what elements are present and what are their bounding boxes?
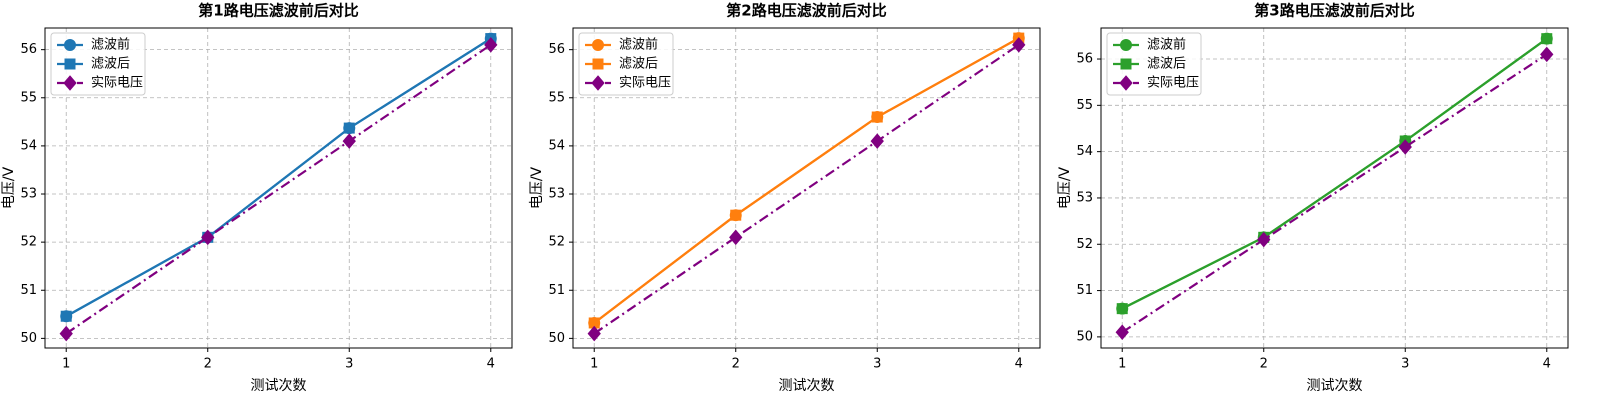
y-tick-label: 51 (548, 283, 565, 298)
x-tick-label: 3 (345, 357, 353, 372)
marker (729, 229, 743, 246)
y-tick-label: 53 (1076, 190, 1093, 205)
marker (870, 133, 884, 149)
plot-frame (44, 27, 513, 349)
y-axis-label: 电压/V (1, 166, 17, 209)
marker (871, 111, 883, 123)
legend-marker (64, 58, 76, 70)
marker (1116, 303, 1128, 315)
legend-label: 滤波前 (91, 37, 130, 53)
legend-marker (591, 75, 605, 91)
legend-label: 实际电压 (1147, 76, 1199, 91)
x-tick-label: 1 (1118, 357, 1126, 372)
legend-marker (1120, 39, 1132, 51)
y-axis-label: 电压/V (529, 166, 545, 209)
legend-label: 滤波后 (1147, 57, 1186, 72)
x-tick-label: 4 (1543, 357, 1551, 372)
data-line (65, 43, 492, 335)
y-tick-label: 56 (1076, 52, 1093, 67)
chart-title: 第3路电压滤波前后对比 (1254, 2, 1414, 20)
data-line (1121, 53, 1548, 334)
y-tick-label: 54 (548, 138, 565, 153)
y-tick-label: 54 (1076, 144, 1093, 159)
legend-label: 滤波前 (619, 37, 658, 53)
marker (1012, 37, 1026, 53)
y-tick-label: 52 (548, 235, 565, 250)
marker (1541, 33, 1553, 45)
y-tick-label: 50 (20, 331, 37, 346)
legend-label: 滤波后 (619, 57, 658, 72)
legend-marker (592, 39, 604, 51)
marker (1115, 324, 1129, 341)
legend-marker (64, 39, 76, 51)
x-tick-label: 1 (62, 357, 70, 372)
y-tick-label: 56 (20, 42, 37, 57)
plot-frame (572, 27, 1041, 349)
y-tick-label: 51 (20, 283, 37, 298)
x-axis-label: 测试次数 (1307, 378, 1363, 394)
x-tick-label: 3 (1401, 357, 1409, 372)
marker (1540, 46, 1554, 63)
legend-marker (1120, 58, 1132, 70)
y-tick-label: 55 (548, 90, 565, 105)
x-tick-label: 1 (590, 357, 598, 372)
marker (730, 209, 742, 221)
x-tick-label: 2 (732, 357, 740, 372)
chart-title: 第2路电压滤波前后对比 (726, 2, 886, 20)
marker (59, 325, 73, 342)
marker (60, 310, 72, 322)
x-tick-label: 4 (1015, 357, 1023, 372)
x-tick-label: 3 (873, 357, 881, 372)
legend-label: 滤波后 (91, 57, 130, 72)
marker (587, 325, 601, 342)
y-tick-label: 52 (20, 235, 37, 250)
y-tick-label: 56 (548, 42, 565, 57)
x-tick-label: 2 (1260, 357, 1268, 372)
x-tick-label: 4 (487, 357, 495, 372)
y-tick-label: 50 (548, 331, 565, 346)
y-tick-label: 53 (20, 187, 37, 202)
y-tick-label: 53 (548, 187, 565, 202)
y-tick-label: 52 (1076, 237, 1093, 252)
x-tick-label: 2 (204, 357, 212, 372)
data-line (593, 37, 1020, 324)
y-tick-label: 55 (1076, 98, 1093, 113)
y-tick-label: 55 (20, 90, 37, 105)
legend-label: 滤波前 (1147, 37, 1186, 53)
data-line (65, 37, 492, 318)
chart-title: 第1路电压滤波前后对比 (198, 2, 358, 20)
data-line (1121, 37, 1548, 310)
legend-label: 实际电压 (91, 76, 143, 91)
x-axis-label: 测试次数 (251, 378, 307, 394)
plot-frame (1100, 27, 1569, 349)
y-tick-label: 51 (1076, 283, 1093, 298)
legend-marker (592, 58, 604, 70)
marker (342, 133, 356, 149)
marker (1257, 231, 1271, 248)
y-axis-label: 电压/V (1057, 166, 1073, 209)
legend-marker (63, 75, 77, 91)
y-tick-label: 54 (20, 138, 37, 153)
marker (1398, 139, 1412, 155)
marker (484, 37, 498, 53)
legend-label: 实际电压 (619, 76, 671, 91)
x-axis-label: 测试次数 (779, 378, 835, 394)
marker (201, 229, 215, 246)
marker (343, 122, 355, 134)
legend-marker (1119, 75, 1133, 91)
y-tick-label: 50 (1076, 329, 1093, 344)
data-line (593, 43, 1020, 335)
